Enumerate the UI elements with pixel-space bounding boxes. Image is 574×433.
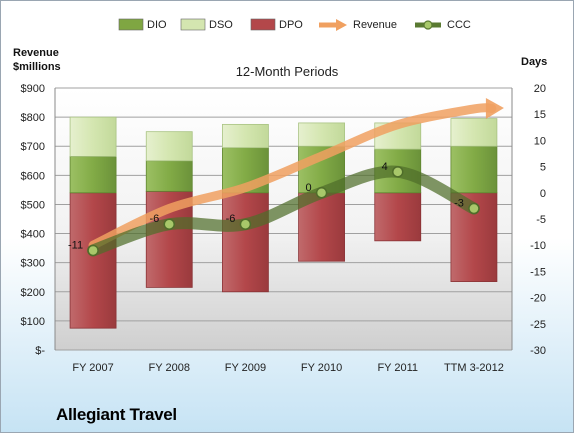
bar-dio [69, 156, 117, 194]
legend-swatch-dso [180, 18, 206, 31]
right-tick-label: -10 [530, 240, 546, 252]
ccc-point [239, 218, 252, 230]
category-label: FY 2008 [149, 362, 190, 374]
left-tick-label: $400 [21, 229, 45, 241]
left-tick-label: $600 [21, 170, 45, 182]
left-tick-label: $100 [21, 316, 45, 328]
ccc-point [392, 166, 404, 178]
legend-swatch-dio [118, 18, 144, 31]
ccc-point [468, 202, 480, 215]
legend-label-ccc: CCC [447, 19, 471, 31]
left-tick-label: $800 [21, 112, 45, 124]
right-tick-label: 10 [534, 135, 546, 147]
category-label: TTM 3-2012 [444, 362, 504, 374]
ccc-data-label: -6 [149, 213, 159, 225]
company-name: Allegiant Travel [56, 405, 177, 424]
revenue-arrowhead [485, 97, 504, 119]
legend-label-dio: DIO [147, 19, 167, 31]
legend-swatch-dpo [250, 18, 276, 31]
category-label: FY 2011 [377, 362, 418, 374]
ccc-point [163, 218, 175, 230]
right-tick-label: 0 [540, 188, 546, 200]
ccc-data-label: 4 [382, 161, 388, 173]
bar-dso [450, 118, 498, 147]
bar-dso [298, 122, 345, 147]
bar-dpo [222, 192, 269, 293]
left-axis-title-line2: $millions [13, 61, 61, 73]
bar-dso [222, 123, 269, 149]
bar-dio [145, 160, 193, 192]
category-label: FY 2007 [72, 362, 113, 374]
bars [69, 116, 498, 329]
right-tick-label: -30 [530, 345, 546, 357]
ccc-data-label: -11 [68, 239, 83, 251]
legend-label-dpo: DPO [279, 19, 303, 31]
bar-dio [450, 145, 498, 194]
bar-dpo [69, 192, 117, 329]
legend: DIO DSO DPO Revenue CCC [118, 18, 471, 31]
right-tick-label: -5 [536, 214, 546, 226]
left-tick-label: $700 [21, 141, 45, 153]
chart-title: 12-Month Periods [236, 64, 339, 79]
right-tick-label: 20 [534, 83, 546, 95]
left-tick-label: $300 [21, 258, 45, 270]
left-tick-label: $900 [21, 83, 45, 95]
category-label: FY 2009 [225, 362, 266, 374]
right-tick-label: 5 [540, 162, 546, 174]
right-tick-label: -20 [530, 293, 546, 305]
axes: $- $100 $200 $300 $400 $500 $600 $700 $800 $900 -3… [21, 83, 546, 374]
lines: -11 -6 -6 0 4 -3 [68, 97, 504, 257]
legend-arrowhead [336, 19, 347, 31]
right-axis-title: Days [521, 56, 547, 68]
legend-label-dso: DSO [209, 19, 233, 31]
legend-label-revenue: Revenue [353, 19, 397, 31]
right-tick-label: -25 [530, 319, 546, 331]
plot-area [55, 88, 512, 350]
bar-dpo [374, 192, 422, 242]
ccc-point [315, 187, 328, 199]
right-tick-label: 15 [534, 109, 546, 121]
right-tick-label: -15 [530, 266, 546, 278]
bar-dso [145, 131, 193, 162]
left-axis-title-line1: Revenue [13, 47, 59, 59]
left-tick-label: $500 [21, 199, 45, 211]
left-tick-label: $200 [21, 287, 45, 299]
ccc-point [87, 244, 99, 257]
ccc-line [87, 165, 480, 257]
category-label: FY 2010 [301, 362, 342, 374]
ccc-data-label: -6 [226, 213, 236, 225]
left-tick-label: $- [35, 345, 45, 357]
legend-marker-ccc [423, 20, 433, 30]
ccc-data-label: 0 [305, 182, 311, 194]
ccc-data-label: -3 [454, 198, 464, 210]
revenue-line [88, 103, 497, 250]
bar-dso [69, 116, 117, 157]
